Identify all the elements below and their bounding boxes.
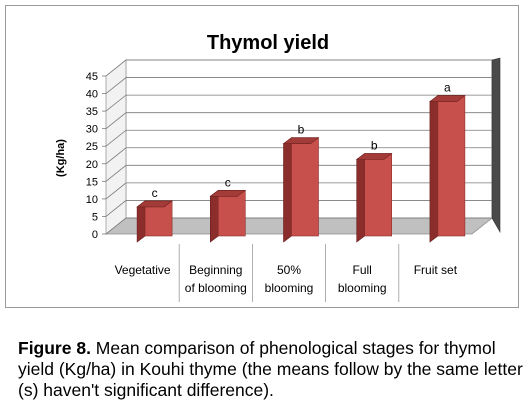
bar-top	[428, 95, 466, 102]
x-tick-label: Full	[353, 263, 372, 277]
data-label: a	[444, 81, 451, 95]
y-tick-label: 0	[92, 229, 98, 241]
data-label: c	[225, 175, 231, 189]
bar-side	[429, 94, 439, 243]
x-tick-label: Vegetative	[115, 263, 171, 277]
side-wall	[105, 59, 127, 235]
gridline	[105, 94, 492, 112]
x-tick-label: blooming	[265, 281, 314, 295]
y-tick-label: 40	[86, 89, 98, 101]
bar	[218, 190, 246, 237]
y-tick-label: 10	[86, 194, 98, 206]
x-tick-label: blooming	[338, 281, 387, 295]
bar-side	[356, 152, 366, 243]
gridline	[105, 129, 492, 147]
bar-top	[136, 200, 174, 208]
bar-top	[282, 137, 320, 144]
bar-chart: Thymol yield 0 5 10 15 20 25 30 35 40 45 c c b b a Vege…	[55, 32, 501, 302]
y-tick-label: 5	[92, 211, 98, 223]
y-tick-label: 30	[86, 124, 98, 136]
plot-area: 0 5 10 15 20 25 30 35 40 45 c c b b a Vegetative Beginni…	[86, 57, 501, 302]
chart-frame: Thymol yield 0 5 10 15 20 25 30 35 40 45 c c b b a Vege…	[5, 5, 519, 308]
x-tick-label: of blooming	[185, 281, 247, 295]
right-wall	[491, 57, 501, 234]
caption-label: Figure 8.	[18, 338, 91, 358]
x-tick-label: 50%	[277, 263, 301, 277]
bar	[437, 95, 466, 237]
gridline	[105, 77, 492, 94]
bar-side	[283, 137, 292, 243]
caption-text: Mean comparison of phenological stages f…	[18, 338, 523, 400]
gridline	[105, 147, 492, 165]
x-tick-label: Fruit set	[414, 263, 458, 277]
bar-top	[209, 190, 247, 197]
bar-side	[210, 189, 219, 243]
bar	[291, 137, 319, 237]
figure-caption: Figure 8. Mean comparison of phenologica…	[18, 338, 523, 401]
y-tick-label: 20	[86, 159, 98, 171]
y-tick-label: 35	[86, 106, 98, 118]
gridline	[105, 112, 492, 129]
y-tick-label: 25	[86, 141, 98, 153]
bar-top	[355, 153, 393, 160]
y-tick-label: 15	[86, 176, 98, 188]
bar	[364, 153, 393, 237]
y-tick-label: 45	[86, 71, 98, 83]
data-label: b	[371, 138, 378, 152]
data-label: b	[298, 123, 305, 137]
gridline	[105, 59, 492, 77]
data-label: c	[152, 186, 158, 200]
x-tick-label: Beginning	[189, 263, 242, 277]
y-axis-label: (Kg/ha)	[55, 139, 67, 177]
chart-title: Thymol yield	[207, 32, 329, 54]
